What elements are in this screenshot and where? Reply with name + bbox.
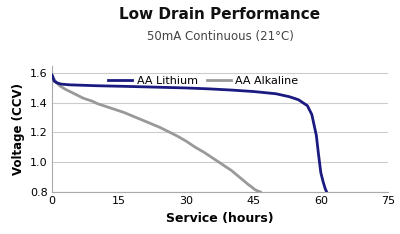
AA Lithium — [50, 74, 54, 77]
AA Lithium — [316, 153, 321, 156]
AA Alkaline — [193, 146, 198, 149]
Text: Low Drain Performance: Low Drain Performance — [120, 7, 320, 22]
AA Lithium — [310, 113, 314, 116]
AA Lithium — [305, 104, 310, 107]
AA Alkaline — [254, 189, 258, 191]
AA Lithium — [162, 86, 166, 89]
AA Alkaline — [238, 176, 242, 179]
AA Lithium — [139, 85, 144, 88]
AA Lithium — [86, 84, 90, 87]
AA Alkaline — [121, 111, 126, 114]
AA Alkaline — [76, 95, 81, 97]
AA Alkaline — [211, 157, 216, 160]
AA Alkaline — [202, 151, 207, 154]
AA Lithium — [323, 187, 328, 190]
AA Alkaline — [139, 118, 144, 121]
AA Lithium — [206, 88, 211, 90]
AA Alkaline — [81, 97, 86, 100]
AA Alkaline — [229, 169, 234, 172]
AA Lithium — [108, 85, 113, 88]
AA Alkaline — [54, 81, 59, 84]
AA Alkaline — [90, 100, 95, 102]
AA Alkaline — [112, 108, 117, 111]
AA Alkaline — [233, 173, 238, 176]
AA Lithium — [314, 134, 319, 137]
Y-axis label: Voltage (CCV): Voltage (CCV) — [12, 83, 24, 175]
AA Lithium — [94, 84, 99, 87]
AA Lithium — [251, 90, 256, 93]
X-axis label: Service (hours): Service (hours) — [166, 212, 274, 225]
AA Lithium — [229, 89, 234, 91]
AA Alkaline — [52, 78, 57, 81]
AA Lithium — [76, 84, 81, 87]
AA Alkaline — [86, 98, 90, 101]
AA Lithium — [321, 180, 326, 183]
AA Alkaline — [251, 187, 256, 190]
Legend: AA Lithium, AA Alkaline: AA Lithium, AA Alkaline — [103, 71, 303, 90]
AA Alkaline — [68, 90, 72, 93]
AA Alkaline — [72, 92, 77, 95]
AA Alkaline — [256, 190, 260, 193]
AA Alkaline — [103, 105, 108, 108]
Text: 50mA Continuous (21°C): 50mA Continuous (21°C) — [146, 30, 294, 44]
AA Lithium — [318, 171, 323, 174]
AA Lithium — [274, 92, 278, 95]
AA Alkaline — [56, 84, 61, 86]
AA Alkaline — [58, 85, 63, 88]
AA Alkaline — [184, 140, 189, 143]
Line: AA Lithium: AA Lithium — [52, 75, 327, 192]
AA Alkaline — [157, 126, 162, 129]
AA Lithium — [324, 190, 329, 193]
AA Lithium — [121, 85, 126, 88]
AA Alkaline — [148, 122, 153, 125]
AA Alkaline — [247, 184, 252, 186]
AA Lithium — [296, 98, 301, 101]
AA Alkaline — [242, 180, 247, 183]
AA Alkaline — [94, 102, 99, 105]
AA Lithium — [54, 81, 59, 84]
AA Lithium — [58, 83, 63, 85]
AA Alkaline — [130, 115, 135, 117]
AA Alkaline — [50, 73, 54, 76]
AA Lithium — [184, 87, 189, 89]
AA Alkaline — [166, 130, 171, 133]
AA Lithium — [68, 84, 72, 86]
AA Alkaline — [175, 135, 180, 138]
AA Alkaline — [258, 190, 263, 193]
AA Alkaline — [63, 88, 68, 91]
AA Alkaline — [220, 163, 225, 166]
AA Alkaline — [249, 185, 254, 188]
AA Lithium — [287, 95, 292, 98]
Line: AA Alkaline: AA Alkaline — [52, 74, 260, 192]
AA Lithium — [52, 80, 57, 83]
